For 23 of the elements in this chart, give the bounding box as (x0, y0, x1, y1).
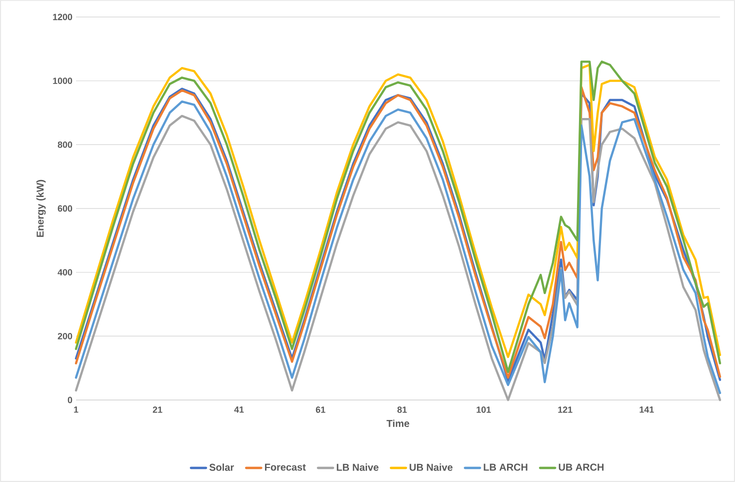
x-tick-label: 1 (74, 406, 78, 413)
legend-label: Forecast (265, 464, 306, 471)
x-tick-label: 21 (152, 406, 162, 413)
y-tick-label: 1000 (53, 78, 72, 84)
x-tick-label: 121 (558, 406, 572, 413)
x-tick-label: 141 (640, 406, 654, 413)
x-tick-label: 61 (316, 406, 326, 413)
x-tick-label: 101 (476, 406, 491, 413)
y-axis-title: Energy (kW) (36, 180, 46, 237)
legend-label: UB Naive (410, 464, 452, 471)
x-tick-label: 81 (397, 406, 407, 413)
legend-label: LB ARCH (484, 464, 528, 471)
y-tick-label: 800 (58, 141, 72, 148)
x-axis-title: Time (386, 420, 410, 428)
y-tick-label: 0 (68, 396, 72, 404)
y-tick-label: 400 (58, 269, 72, 276)
y-tick-label: 200 (58, 332, 72, 340)
y-tick-label: 1200 (53, 14, 72, 20)
legend-label: LB Naive (336, 464, 378, 471)
legend-label: UB ARCH (558, 464, 604, 471)
y-tick-label: 600 (58, 205, 72, 212)
x-tick-label: 41 (234, 406, 244, 413)
legend-label: Solar (209, 464, 234, 471)
